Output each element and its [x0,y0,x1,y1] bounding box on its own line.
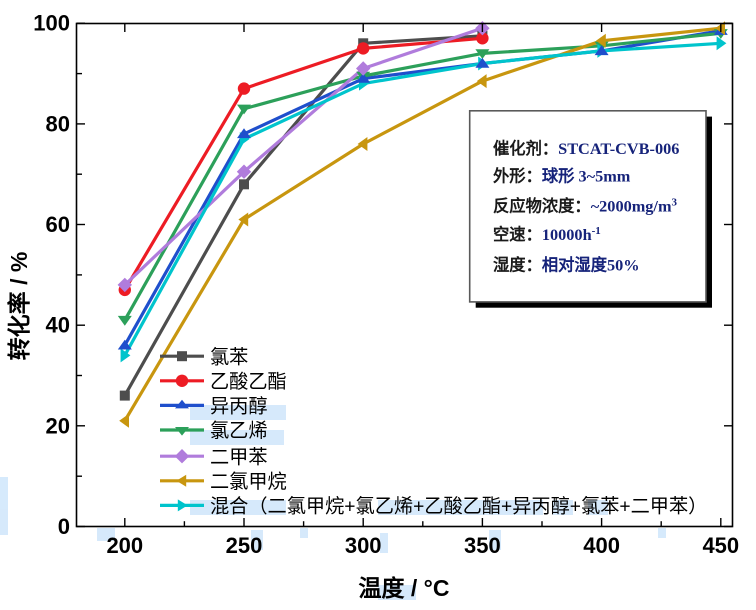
svg-text:250: 250 [226,533,263,558]
svg-text:300: 300 [345,533,382,558]
svg-text:20: 20 [46,413,70,438]
svg-text:400: 400 [583,533,620,558]
svg-text:200: 200 [106,533,143,558]
svg-text:湿度：相对湿度50%: 湿度：相对湿度50% [492,255,640,274]
svg-text:100: 100 [33,11,70,36]
svg-text:温度 / °C: 温度 / °C [359,575,450,601]
svg-text:450: 450 [702,533,739,558]
svg-text:反应物浓度：~2000mg/m3: 反应物浓度：~2000mg/m3 [493,196,678,215]
svg-text:空速：10000h-1: 空速：10000h-1 [493,225,601,244]
svg-text:0: 0 [58,514,70,539]
svg-text:催化剂：STCAT-CVB-006: 催化剂：STCAT-CVB-006 [493,139,679,158]
svg-text:转化率 / %: 转化率 / % [6,252,32,361]
svg-text:混合（二氯甲烷+氯乙烯+乙酸乙酯+异丙醇+氯苯+二甲苯）: 混合（二氯甲烷+氯乙烯+乙酸乙酯+异丙醇+氯苯+二甲苯） [210,496,707,518]
svg-text:异丙醇: 异丙醇 [210,396,268,418]
svg-text:氯乙烯: 氯乙烯 [210,420,268,442]
svg-text:氯苯: 氯苯 [210,346,248,368]
svg-text:350: 350 [464,533,501,558]
svg-text:60: 60 [46,212,70,237]
svg-text:乙酸乙酯: 乙酸乙酯 [210,371,287,393]
svg-text:二氯甲烷: 二氯甲烷 [210,471,287,493]
svg-text:外形：球形 3~5mm: 外形：球形 3~5mm [492,167,631,186]
svg-text:二甲苯: 二甲苯 [210,446,268,468]
svg-text:80: 80 [46,111,70,136]
svg-text:40: 40 [46,313,70,338]
